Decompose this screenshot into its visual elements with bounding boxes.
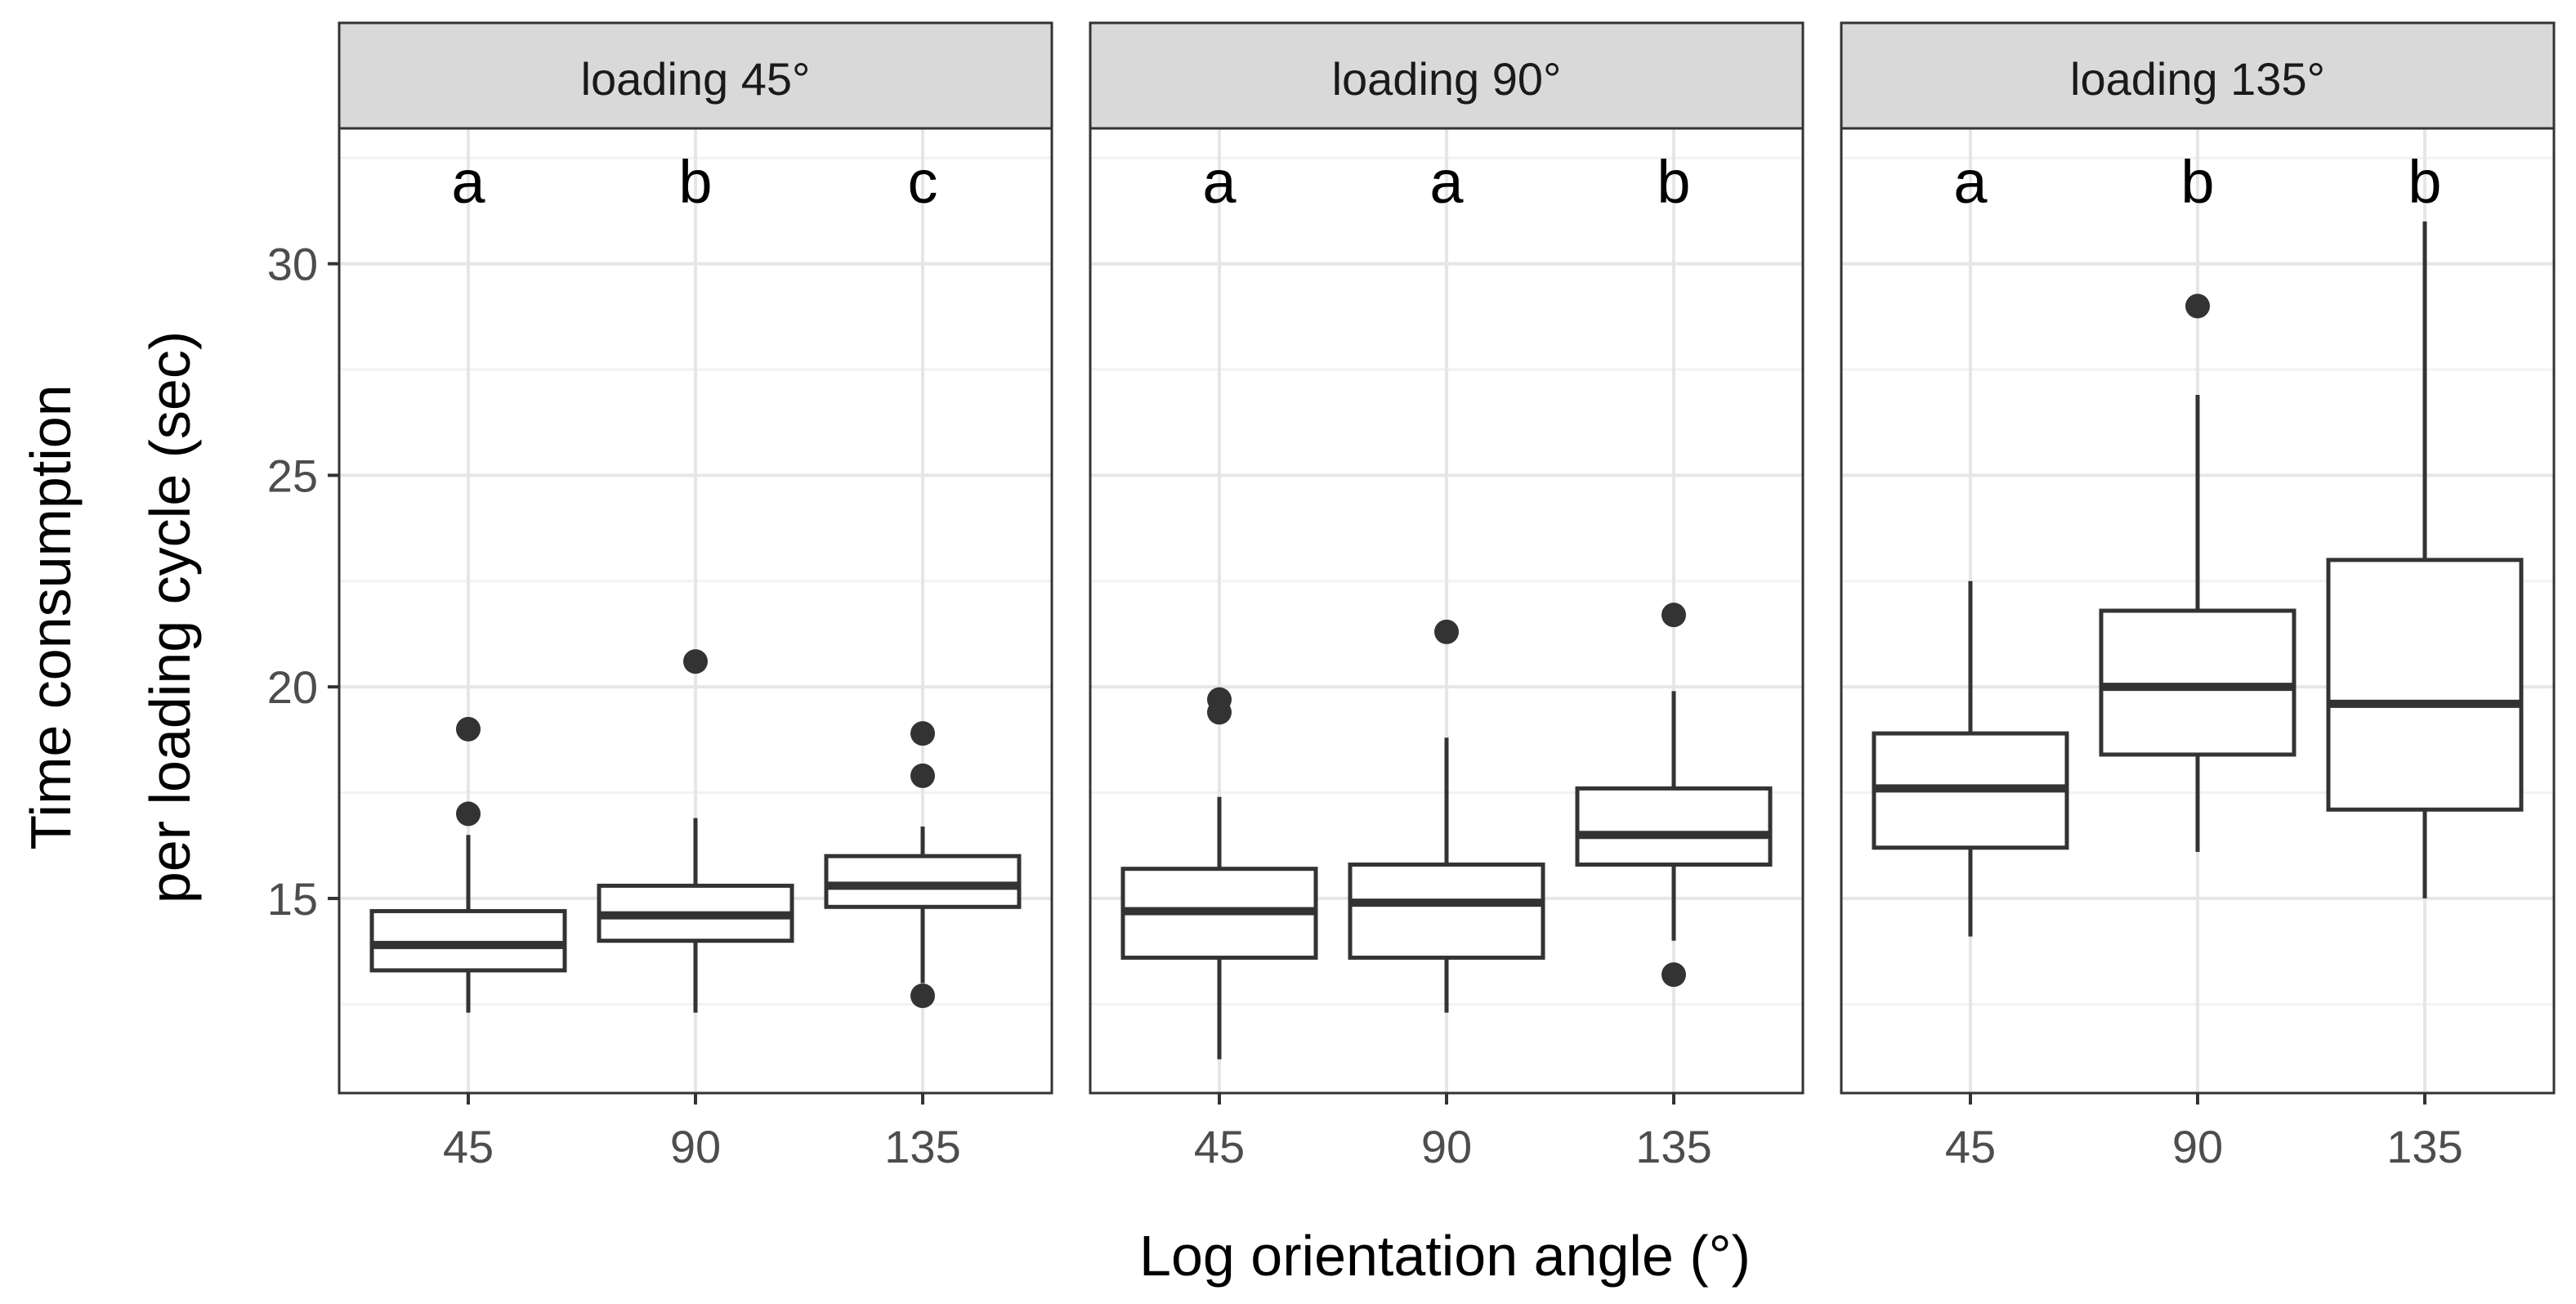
box-90: b — [2099, 148, 2296, 852]
y-tick-label: 30 — [267, 239, 318, 290]
box-45: a — [1120, 148, 1318, 1060]
y-axis-title-line-2: per loading cycle (sec) — [138, 331, 202, 903]
strip-background — [1089, 21, 1805, 130]
x-tick-label: 45 — [1945, 1121, 1996, 1172]
box-135: c — [824, 148, 1022, 1008]
panel-border — [1089, 127, 1805, 1095]
strip-label: loading 90° — [1332, 53, 1562, 105]
strip-label: loading 135° — [2070, 53, 2325, 105]
facet-panel-2: loading 90° a 45 a 90 b 135 — [1089, 21, 1805, 1172]
outlier-point — [456, 801, 481, 827]
outlier-point — [1207, 687, 1232, 712]
significance-letter: c — [908, 148, 938, 216]
panel-border — [1840, 127, 2556, 1095]
outlier-point — [910, 721, 935, 746]
strip-label: loading 45° — [581, 53, 811, 105]
box-45: a — [1872, 148, 2069, 937]
significance-letter: a — [451, 148, 485, 216]
y-tick-label: 20 — [267, 661, 318, 713]
outlier-point — [910, 983, 935, 1008]
iqr-box — [824, 854, 1022, 909]
x-tick-label: 90 — [670, 1121, 721, 1172]
x-axis-title: Log orientation angle (°) — [1139, 1224, 1751, 1288]
x-tick-label: 45 — [1194, 1121, 1245, 1172]
y-axis-title-line-1: Time consumption — [19, 384, 83, 849]
significance-letter: a — [1202, 148, 1237, 216]
y-tick-label: 15 — [267, 873, 318, 925]
facet-panel-3: loading 135° a 45 b 90 b 135 — [1840, 21, 2556, 1172]
box-45: a — [369, 148, 567, 1013]
iqr-box — [2099, 608, 2296, 757]
facet-panel-1: loading 45° a 45 b 90 c 135 — [338, 21, 1053, 1172]
significance-letter: b — [678, 148, 712, 216]
panel-border — [338, 127, 1053, 1095]
outlier-point — [1661, 603, 1686, 628]
box-90: a — [1348, 148, 1545, 1013]
outlier-point — [1434, 619, 1459, 644]
outlier-point — [910, 763, 935, 788]
box-135: b — [2326, 148, 2524, 898]
iqr-box — [2326, 558, 2524, 812]
iqr-box — [1348, 863, 1545, 960]
y-tick-label: 25 — [267, 450, 318, 501]
y-axis: 15 20 25 30 — [267, 239, 339, 925]
facet-panels: loading 45° a 45 b 90 c 135 loading 90° a 45 a 90 b 1… — [338, 21, 2556, 1172]
iqr-box — [369, 908, 567, 973]
significance-letter: a — [1429, 148, 1464, 216]
x-tick-label: 90 — [1421, 1121, 1472, 1172]
outlier-point — [683, 649, 708, 674]
outlier-point — [456, 716, 481, 742]
strip-background — [338, 21, 1053, 130]
x-tick-label: 45 — [443, 1121, 494, 1172]
strip-background — [1840, 21, 2556, 130]
outlier-point — [2185, 294, 2210, 319]
iqr-box — [1575, 786, 1773, 867]
x-tick-label: 135 — [884, 1121, 960, 1172]
significance-letter: b — [1657, 148, 1690, 216]
x-tick-label: 90 — [2172, 1121, 2223, 1172]
box-90: b — [597, 148, 794, 1013]
significance-letter: b — [2408, 148, 2441, 216]
significance-letter: b — [2180, 148, 2214, 216]
outlier-point — [1661, 962, 1686, 988]
x-tick-label: 135 — [1635, 1121, 1711, 1172]
box-135: b — [1575, 148, 1773, 988]
significance-letter: a — [1953, 148, 1988, 216]
x-tick-label: 135 — [2386, 1121, 2462, 1172]
